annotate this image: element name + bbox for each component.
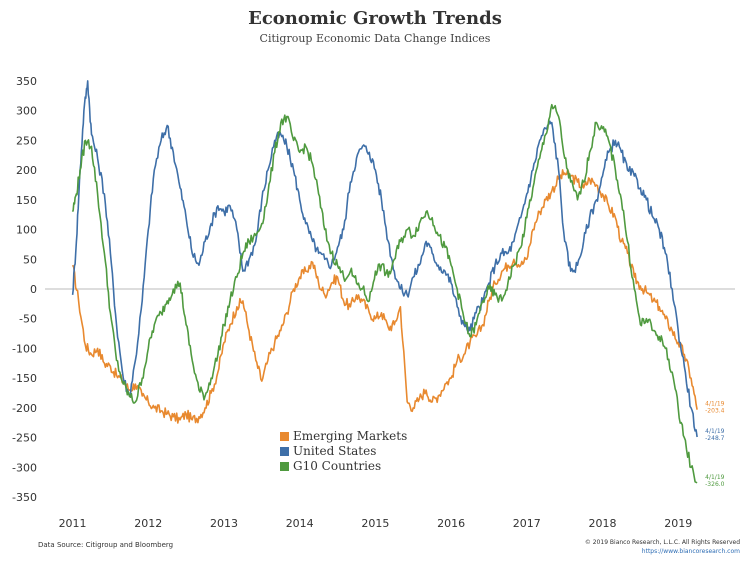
series-end-label: -203.4 [705, 408, 725, 415]
y-tick-label: -250 [12, 432, 37, 445]
x-tick-label: 2016 [437, 517, 465, 530]
legend-label: United States [293, 444, 376, 458]
legend-swatch [280, 447, 289, 456]
copyright-note: © 2019 Bianco Research, L.L.C. All Right… [585, 538, 740, 556]
x-tick-label: 2011 [59, 517, 87, 530]
legend-label: G10 Countries [293, 459, 381, 473]
y-tick-label: -100 [12, 342, 37, 355]
y-tick-label: 350 [16, 75, 37, 88]
chart-subtitle: Citigroup Economic Data Change Indices [259, 32, 491, 45]
chart-title: Economic Growth Trends [248, 8, 502, 29]
x-tick-label: 2013 [210, 517, 238, 530]
series-end-label: 4/1/19 [705, 474, 724, 481]
legend-swatch [280, 432, 289, 441]
y-tick-label: -150 [12, 372, 37, 385]
legend-label: Emerging Markets [293, 429, 407, 443]
series-line-emerging-markets [71, 168, 698, 424]
series-line-g10-countries [71, 103, 698, 484]
y-tick-label: -50 [19, 313, 37, 326]
website-link[interactable]: https://www.biancoresearch.com [641, 548, 740, 555]
x-tick-label: 2017 [513, 517, 541, 530]
series-line-united-states [71, 80, 698, 438]
x-tick-label: 2018 [589, 517, 617, 530]
y-tick-label: 200 [16, 164, 37, 177]
y-tick-label: -200 [12, 402, 37, 415]
series-end-label: 4/1/19 [705, 428, 724, 435]
legend-swatch [280, 462, 289, 471]
x-tick-label: 2019 [664, 517, 692, 530]
x-tick-label: 2014 [286, 517, 314, 530]
series-end-label: 4/1/19 [705, 401, 724, 408]
series-end-label: -326.0 [705, 481, 725, 488]
series-end-label: -248.7 [705, 435, 725, 442]
y-tick-label: 150 [16, 194, 37, 207]
y-tick-label: 0 [30, 283, 37, 296]
copyright-text: © 2019 Bianco Research, L.L.C. All Right… [584, 539, 740, 546]
x-tick-label: 2015 [361, 517, 389, 530]
y-tick-label: 300 [16, 105, 37, 118]
y-tick-label: 50 [23, 253, 37, 266]
data-source-note: Data Source: Citigroup and Bloomberg [38, 541, 174, 549]
y-tick-label: -350 [12, 491, 37, 504]
y-tick-label: 250 [16, 134, 37, 147]
y-tick-label: 100 [16, 224, 37, 237]
y-tick-label: -300 [12, 461, 37, 474]
x-tick-label: 2012 [134, 517, 162, 530]
